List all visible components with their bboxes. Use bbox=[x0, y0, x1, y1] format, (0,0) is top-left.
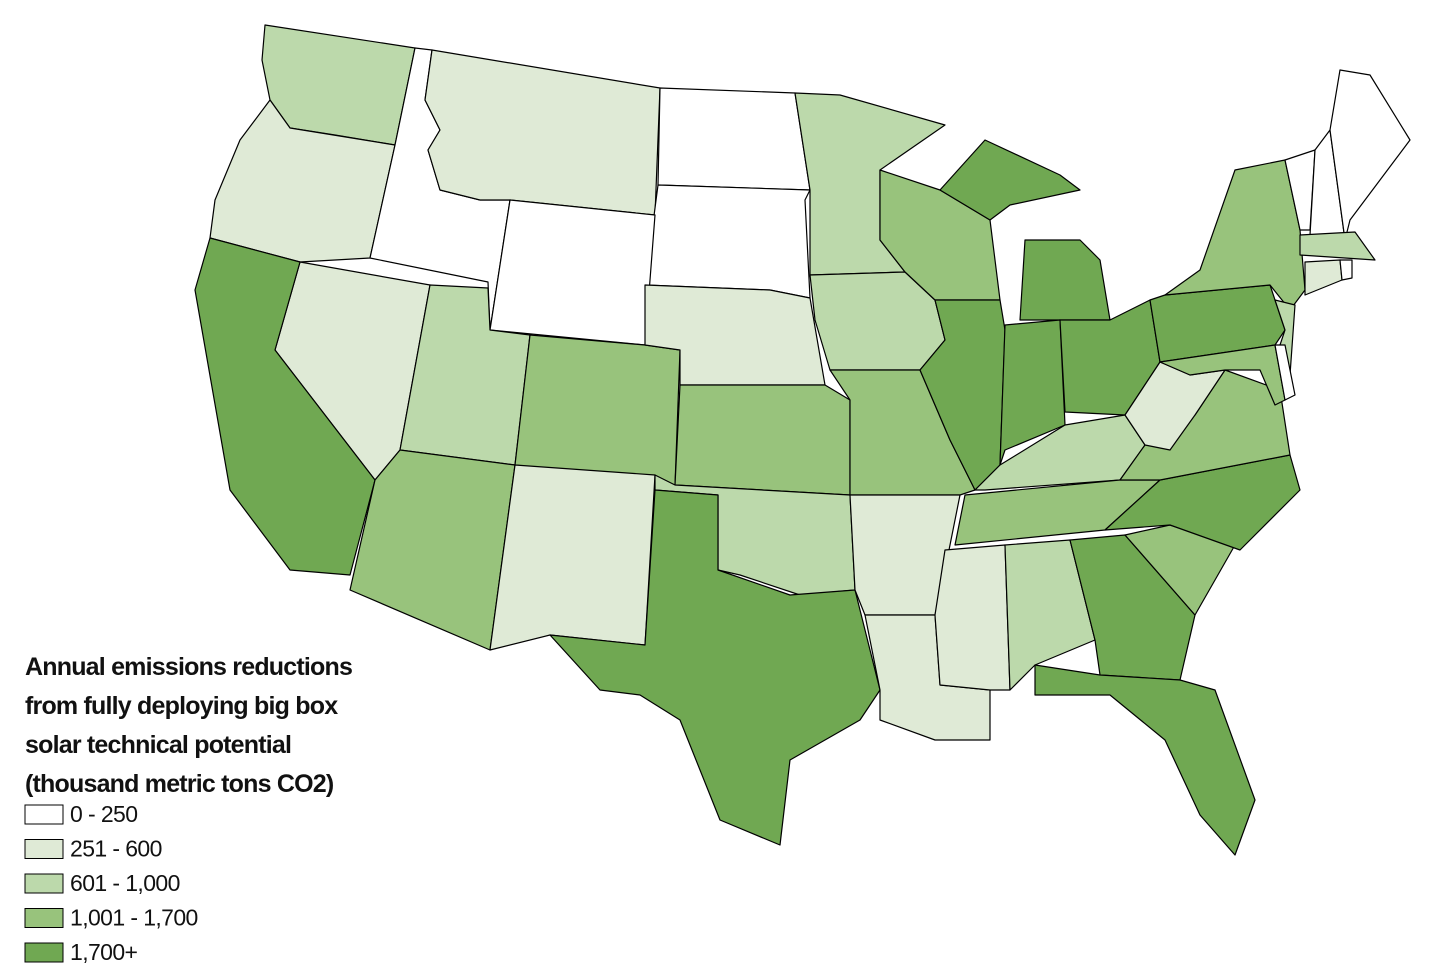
legend-title: (thousand metric tons CO2) bbox=[25, 770, 334, 798]
state bbox=[1299, 231, 1376, 261]
legend-swatch bbox=[24, 908, 64, 928]
legend-label: 251 - 600 bbox=[70, 836, 162, 862]
state bbox=[489, 464, 656, 651]
state bbox=[934, 544, 1011, 691]
state bbox=[674, 384, 851, 496]
state bbox=[657, 87, 811, 191]
legend-swatch bbox=[24, 839, 64, 859]
state bbox=[999, 319, 1066, 466]
legend-label: 1,001 - 1,700 bbox=[70, 905, 198, 931]
legend-swatch bbox=[24, 942, 64, 963]
legend-label: 0 - 250 bbox=[70, 801, 137, 827]
state bbox=[1164, 159, 1306, 311]
state bbox=[424, 49, 661, 216]
state bbox=[644, 184, 811, 299]
legend-title: Annual emissions reductions bbox=[25, 653, 352, 681]
state bbox=[194, 237, 376, 576]
states bbox=[194, 24, 1411, 856]
state bbox=[939, 139, 1111, 321]
state bbox=[1339, 259, 1353, 281]
legend-swatch bbox=[24, 873, 64, 894]
state bbox=[349, 449, 516, 651]
legend-title: from fully deploying big box bbox=[25, 692, 338, 720]
legend-swatch bbox=[24, 804, 64, 825]
state bbox=[1034, 664, 1256, 856]
state bbox=[1304, 259, 1343, 296]
legend-title: solar technical potential bbox=[25, 731, 291, 759]
state bbox=[1004, 539, 1096, 691]
state bbox=[1274, 344, 1296, 401]
legend-label: 601 - 1,000 bbox=[70, 870, 180, 896]
legend-label: 1,700+ bbox=[70, 939, 138, 965]
state bbox=[549, 489, 881, 846]
state bbox=[489, 199, 656, 346]
state bbox=[514, 334, 681, 486]
legend: Annual emissions reductions from fully de… bbox=[24, 653, 353, 965]
state bbox=[1329, 69, 1411, 241]
